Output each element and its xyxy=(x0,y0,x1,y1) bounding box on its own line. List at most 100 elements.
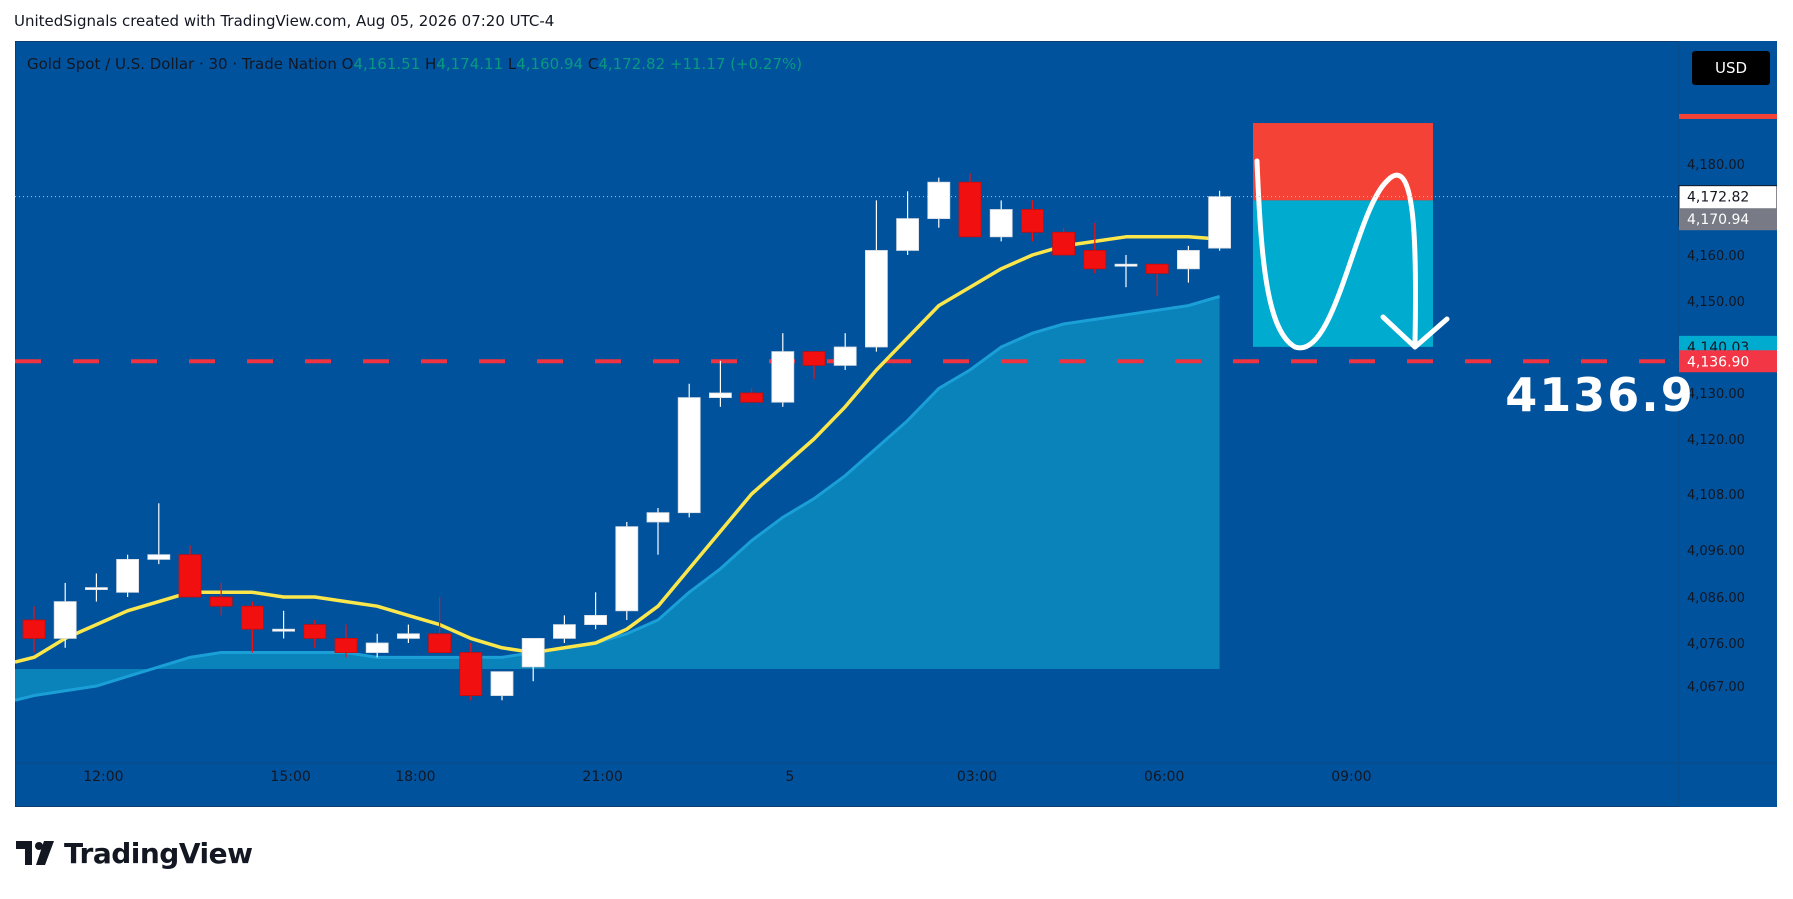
candle-body xyxy=(1145,263,1169,274)
candle-body xyxy=(85,587,108,590)
area-layer xyxy=(15,294,1221,702)
close-value: 4,172.82 xyxy=(598,55,666,73)
price-label: 4,170.94 xyxy=(1679,208,1777,231)
stop-loss-zone xyxy=(1253,123,1433,201)
candle-body xyxy=(459,652,483,696)
price-label: 4,136.90 xyxy=(1679,350,1777,373)
candle-body xyxy=(272,628,296,632)
candle-body xyxy=(802,351,826,366)
candle-body xyxy=(740,392,763,403)
time-tick-label: 5 xyxy=(785,769,794,785)
candle xyxy=(147,503,171,565)
tradingview-logo[interactable]: TradingView xyxy=(16,836,253,870)
candle-body xyxy=(396,633,420,639)
ema-layer xyxy=(15,235,1220,664)
take-profit-zone xyxy=(1253,200,1433,347)
area-top-line xyxy=(15,294,1221,702)
high-value: 4,174.11 xyxy=(436,55,504,73)
candle-body xyxy=(646,512,670,523)
candle xyxy=(1021,200,1044,242)
candle xyxy=(521,638,545,682)
price-axis-panel[interactable] xyxy=(1679,41,1777,807)
time-tick-label: 06:00 xyxy=(1144,769,1184,785)
candle xyxy=(240,601,264,653)
candle-body xyxy=(615,526,639,612)
price-axis-ticks: 4,067.00 4,076.00 4,086.00 4,096.00 4,108.00… xyxy=(1687,158,1745,695)
candle-body xyxy=(147,554,171,560)
candle xyxy=(709,360,732,407)
time-tick-label: 12:00 xyxy=(83,769,123,785)
tradingview-logo-icon xyxy=(16,841,54,865)
candle-body xyxy=(428,633,452,653)
candle xyxy=(833,333,857,370)
candle-body xyxy=(240,605,264,630)
price-tick-label: 4,067.00 xyxy=(1687,680,1745,695)
candle xyxy=(1114,255,1138,288)
candle xyxy=(1145,263,1169,297)
symbol-legend: Gold Spot / U.S. Dollar · 30 · Trade Nat… xyxy=(27,55,802,73)
candle xyxy=(490,671,514,701)
candle xyxy=(584,592,607,630)
time-tick-label: 15:00 xyxy=(270,769,310,785)
price-tick-label: 4,086.00 xyxy=(1687,591,1745,606)
candle xyxy=(1052,227,1075,256)
time-tick-label: 21:00 xyxy=(582,769,622,785)
open-value: 4,161.51 xyxy=(353,55,421,73)
close-label: C xyxy=(587,55,599,73)
candle-body xyxy=(584,615,607,626)
candle xyxy=(802,351,826,380)
candle-body xyxy=(178,554,202,598)
price-chart[interactable]: 4,067.00 4,076.00 4,086.00 4,096.00 4,108.00… xyxy=(15,41,1777,807)
candle xyxy=(209,582,233,616)
area-band xyxy=(15,296,1220,701)
candle-body xyxy=(1208,196,1231,249)
chart-caption: UnitedSignals created with TradingView.c… xyxy=(14,12,555,30)
candle-body xyxy=(865,250,888,348)
candle xyxy=(459,643,483,701)
price-tick-label: 4,130.00 xyxy=(1687,387,1745,402)
price-label-text: 4,136.90 xyxy=(1687,354,1749,370)
low-value: 4,160.94 xyxy=(516,55,584,73)
candle xyxy=(771,333,795,407)
ema-line xyxy=(15,235,1220,664)
candle-body xyxy=(896,218,919,251)
candle-body xyxy=(958,181,982,238)
candle xyxy=(85,573,108,602)
price-tick-label: 4,150.00 xyxy=(1687,295,1745,310)
candle-body xyxy=(771,351,795,403)
candle xyxy=(646,508,670,555)
price-label-box xyxy=(1679,208,1777,231)
candle xyxy=(365,633,389,658)
time-tick-label: 03:00 xyxy=(957,769,997,785)
candle-body xyxy=(365,642,389,653)
target-price-text: 4136.9 xyxy=(1505,368,1695,422)
candle-body xyxy=(677,397,701,514)
candle xyxy=(1177,245,1200,283)
candle xyxy=(740,388,763,403)
candle xyxy=(927,177,951,228)
currency-button[interactable]: USD xyxy=(1692,51,1770,85)
candle-body xyxy=(22,619,46,639)
change-value: +11.17 (+0.27%) xyxy=(669,55,803,73)
candle xyxy=(1208,190,1231,251)
candle xyxy=(553,615,576,643)
candle xyxy=(865,200,888,352)
candle xyxy=(989,200,1013,242)
candle xyxy=(677,383,701,518)
projection-curve xyxy=(1254,158,1419,351)
high-label: H xyxy=(425,55,437,73)
time-tick-label: 09:00 xyxy=(1331,769,1371,785)
candle xyxy=(334,624,358,658)
candle-body xyxy=(53,601,77,639)
candle xyxy=(615,522,639,620)
candle-body xyxy=(1177,250,1200,270)
price-tick-label: 4,160.00 xyxy=(1687,249,1745,264)
tradingview-logo-text: TradingView xyxy=(64,836,253,870)
price-label-layer: 4,172.8209:074,170.944,140.034,136.90 xyxy=(1678,113,1777,373)
price-tick-label: 4,076.00 xyxy=(1687,637,1745,652)
candle-body xyxy=(1021,209,1044,233)
chart-background xyxy=(15,41,1777,807)
candle-body xyxy=(334,638,358,653)
time-axis-ticks: 12:00 15:00 18:00 21:00 5 03:00 06:00 09:00 xyxy=(83,769,1371,785)
open-label: O xyxy=(341,55,354,73)
